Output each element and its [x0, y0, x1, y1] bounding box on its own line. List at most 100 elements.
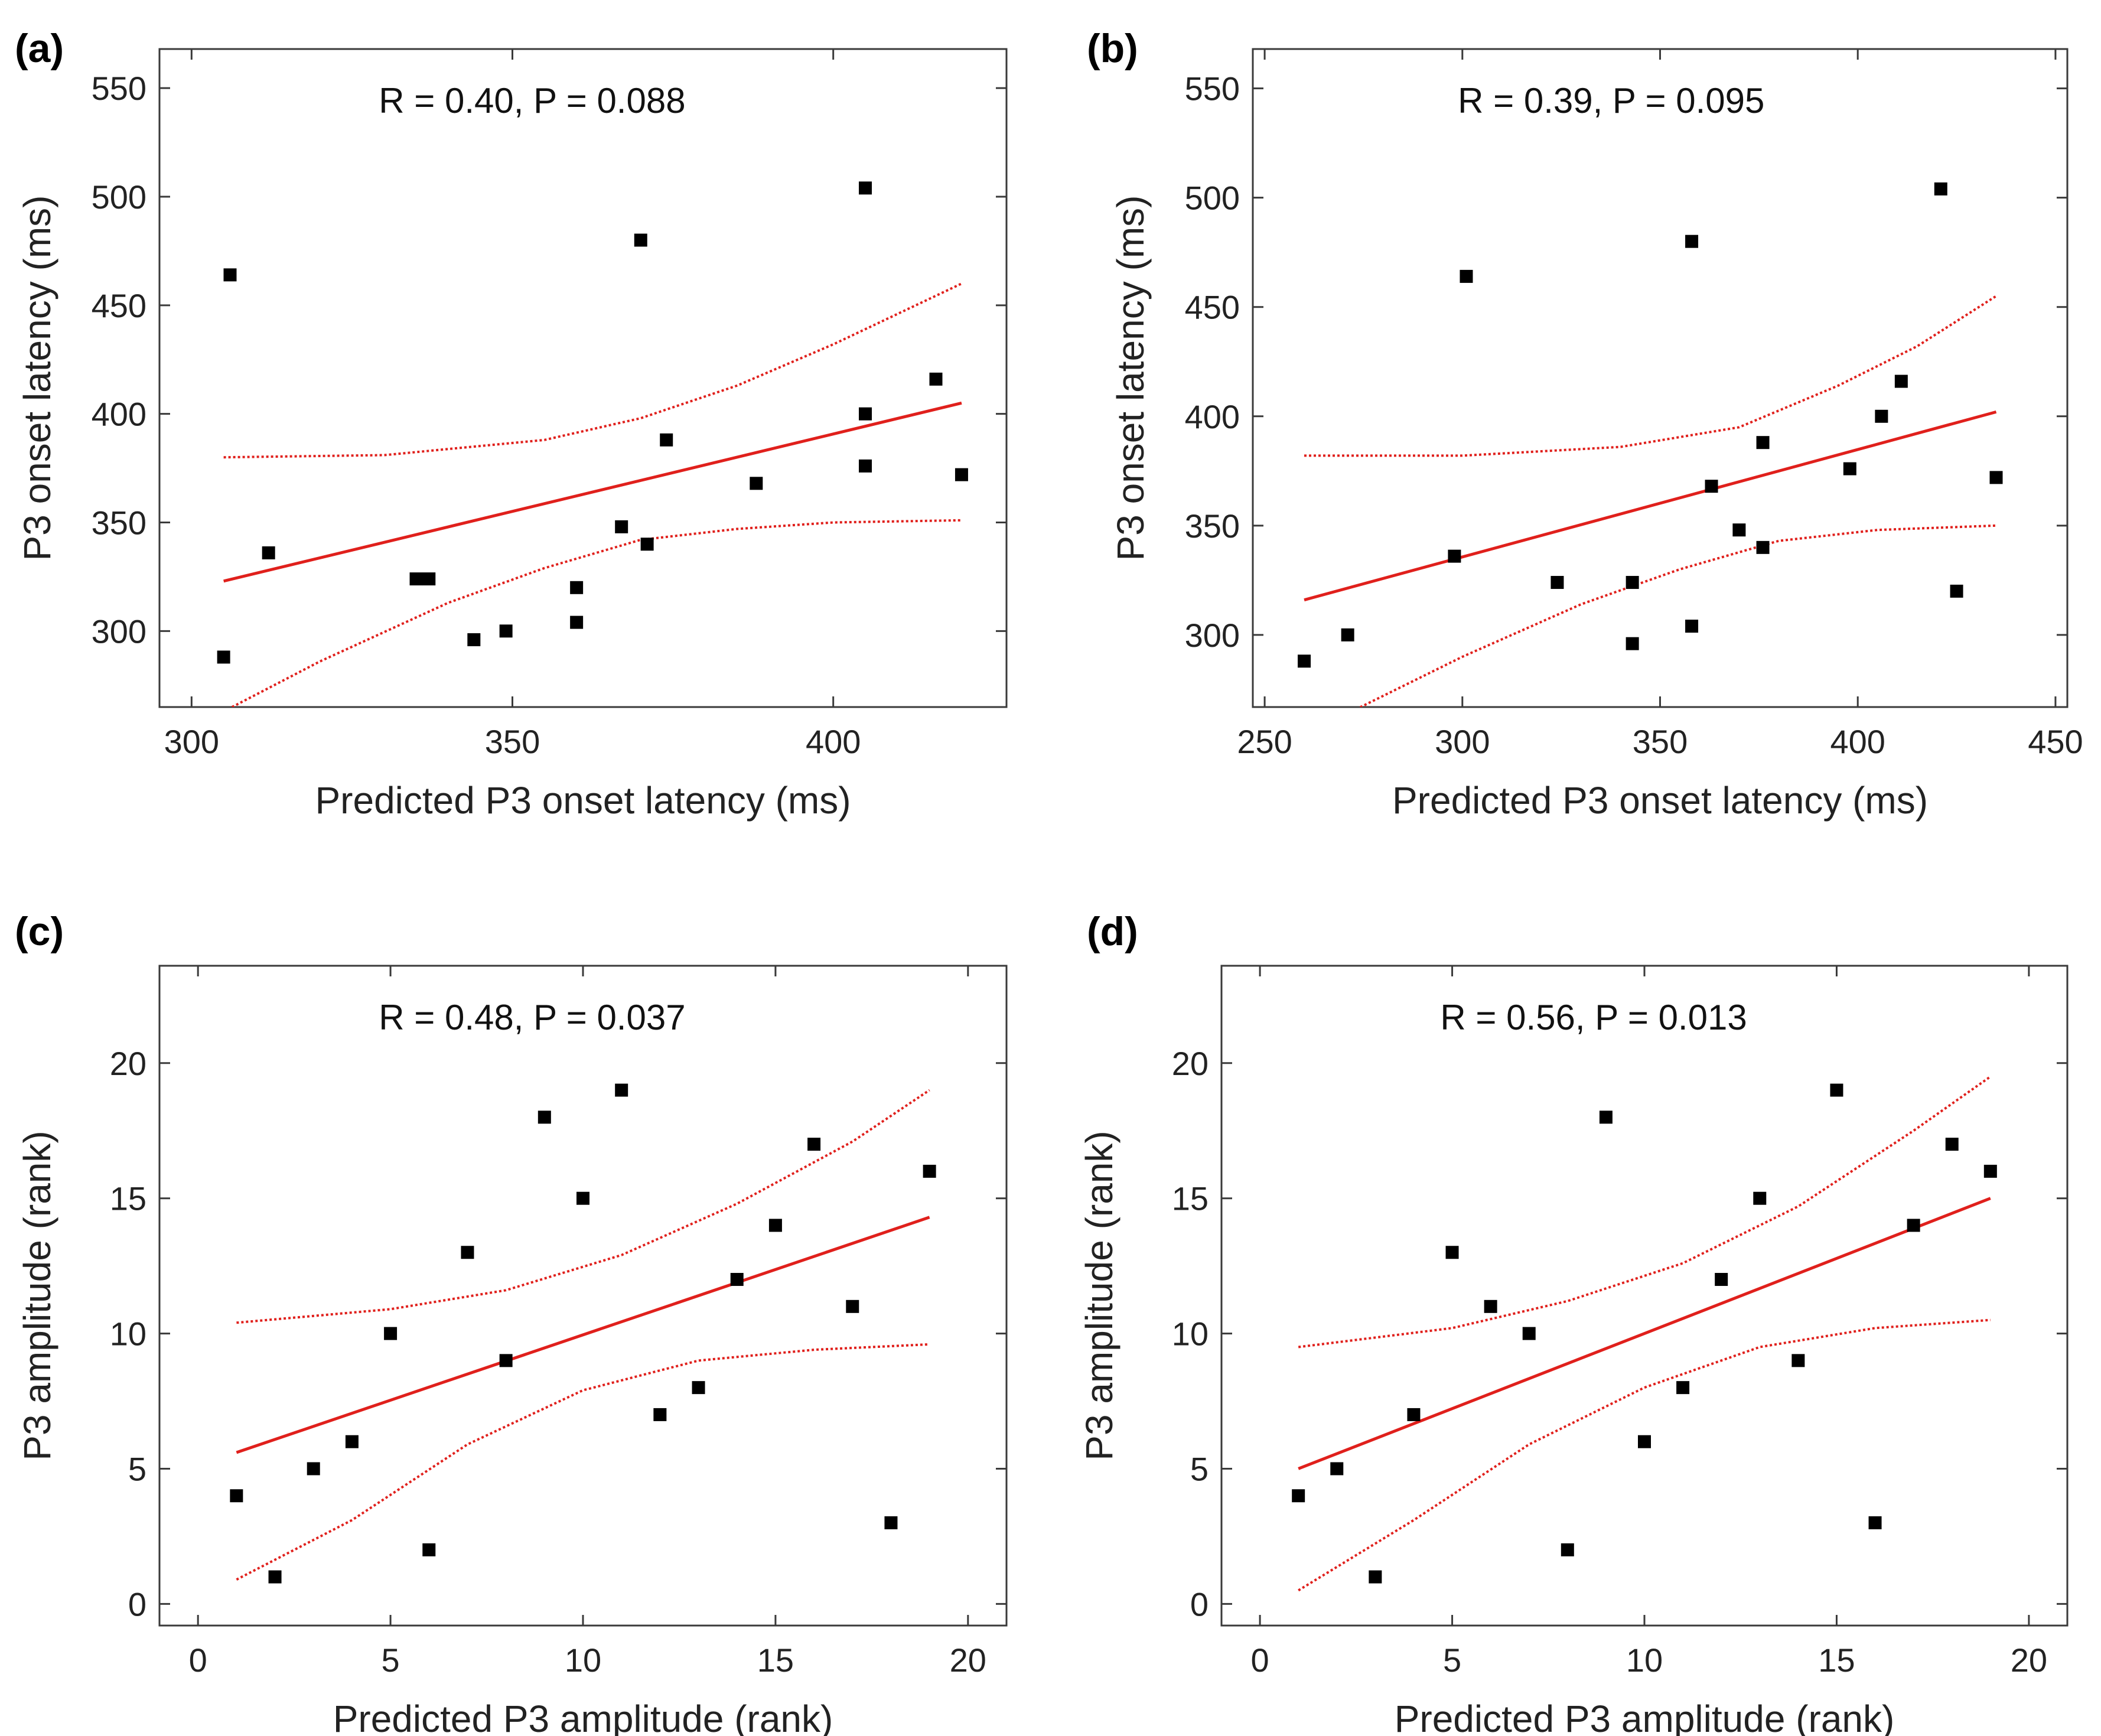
data-point	[615, 1083, 628, 1097]
panel-c: (c) 0 5 10 15 20 0 5 10 15 20 R = 0.48, P = 0.037…	[15, 909, 1008, 1736]
data-point	[1407, 1408, 1421, 1421]
ci-upper-curve	[1298, 1076, 1991, 1349]
data-point	[1638, 1435, 1651, 1448]
data-point	[1875, 409, 1888, 423]
data-point	[1676, 1381, 1690, 1395]
ci-upper-curve	[236, 1089, 930, 1324]
y-tick-label: 15	[110, 1180, 146, 1217]
data-points	[1292, 1083, 1997, 1584]
data-point	[499, 624, 513, 638]
y-tick-label: 450	[1185, 289, 1240, 326]
ci-lower-curve	[1298, 1318, 1991, 1592]
x-tick-label: 450	[2028, 723, 2083, 760]
data-point	[1448, 549, 1461, 563]
data-point	[499, 1354, 513, 1367]
data-points	[217, 181, 968, 664]
data-point	[307, 1462, 320, 1476]
data-point	[1907, 1219, 1920, 1232]
x-tick-label: 300	[164, 723, 219, 760]
data-point	[268, 1570, 282, 1584]
data-point	[1369, 1570, 1382, 1584]
data-point	[692, 1381, 705, 1395]
correlation-annotation: R = 0.48, P = 0.037	[379, 998, 685, 1037]
data-point	[640, 538, 654, 551]
confidence-band	[1304, 295, 1997, 707]
plot-frame	[158, 48, 1008, 708]
x-tick-label: 0	[189, 1641, 207, 1679]
plot-frame	[1252, 48, 2069, 708]
data-point	[1983, 1164, 1997, 1178]
y-tick-label: 20	[1172, 1045, 1209, 1082]
data-point	[1298, 654, 1311, 668]
data-point	[768, 1219, 782, 1232]
ci-lower-curve	[229, 519, 962, 707]
y-tick-label: 400	[1185, 398, 1240, 435]
data-point	[570, 615, 584, 629]
y-tick-label: 350	[1185, 507, 1240, 545]
y-tick-label: 20	[110, 1045, 146, 1082]
data-point	[1830, 1083, 1843, 1097]
data-points	[1298, 182, 2003, 668]
x-tick-label: 400	[1830, 723, 1885, 760]
panel-d: (d) 0 5 10 15 20 0 5 10 15 20 R = 0.56, P = 0.013…	[1078, 909, 2069, 1736]
ci-upper-curve	[1304, 295, 1997, 457]
y-tick-label: 550	[92, 70, 146, 107]
panel-label: (b)	[1087, 26, 1138, 71]
data-point	[1685, 234, 1699, 248]
data-point	[1843, 462, 1856, 475]
regression-fit	[223, 401, 962, 583]
confidence-band	[223, 282, 962, 707]
y-tick-label: 0	[128, 1585, 146, 1623]
data-point	[955, 468, 968, 481]
data-point	[217, 650, 230, 664]
x-tick-label: 20	[2011, 1641, 2047, 1679]
x-tick-label: 10	[565, 1641, 601, 1679]
data-point	[859, 181, 872, 195]
data-point	[384, 1327, 398, 1340]
y-tick-label: 500	[92, 178, 146, 216]
regression-fit	[1304, 410, 1997, 602]
correlation-annotation: R = 0.40, P = 0.088	[379, 81, 685, 120]
data-point	[1550, 576, 1564, 589]
data-point	[923, 1164, 936, 1178]
x-tick-label: 350	[1633, 723, 1688, 760]
data-point	[807, 1138, 821, 1151]
regression-fit	[1298, 1197, 1991, 1470]
data-point	[1705, 480, 1718, 493]
data-points	[230, 1083, 936, 1584]
data-point	[345, 1435, 359, 1448]
ci-upper-curve	[223, 282, 962, 459]
data-point	[750, 477, 763, 490]
data-point	[884, 1516, 898, 1530]
data-point	[1522, 1327, 1536, 1340]
data-point	[1894, 374, 1908, 388]
plot-frame	[1220, 965, 2069, 1627]
x-tick-label: 15	[757, 1641, 794, 1679]
axis-ticks: 0 5 10 15 20 0 5 10 15 20	[110, 966, 1006, 1679]
x-tick-label: 250	[1237, 723, 1292, 760]
data-point	[1715, 1273, 1728, 1286]
data-point	[1561, 1543, 1574, 1556]
x-axis-label: Predicted P3 amplitude (rank)	[333, 1698, 833, 1736]
data-point	[230, 1489, 243, 1503]
y-tick-label: 350	[92, 504, 146, 541]
data-point	[409, 572, 423, 586]
ci-lower-curve	[236, 1343, 930, 1581]
data-point	[1599, 1110, 1613, 1124]
x-tick-label: 5	[1443, 1641, 1461, 1679]
panel-label: (c)	[15, 909, 64, 954]
fit-line	[1298, 1197, 1991, 1470]
panel-b: (b) 250 300 350 400 450 300 350 400 450 500 550 R …	[1087, 26, 2083, 822]
x-tick-label: 400	[806, 723, 861, 760]
y-tick-label: 15	[1172, 1180, 1209, 1217]
data-point	[859, 459, 872, 473]
plot-frame	[158, 965, 1008, 1627]
data-point	[570, 581, 584, 594]
y-axis-label: P3 onset latency (ms)	[1109, 196, 1152, 561]
y-axis-label: P3 onset latency (ms)	[16, 196, 58, 561]
data-point	[1989, 471, 2003, 484]
data-point	[660, 433, 673, 447]
data-point	[1756, 436, 1770, 450]
data-point	[1732, 523, 1746, 537]
data-point	[1756, 540, 1770, 554]
